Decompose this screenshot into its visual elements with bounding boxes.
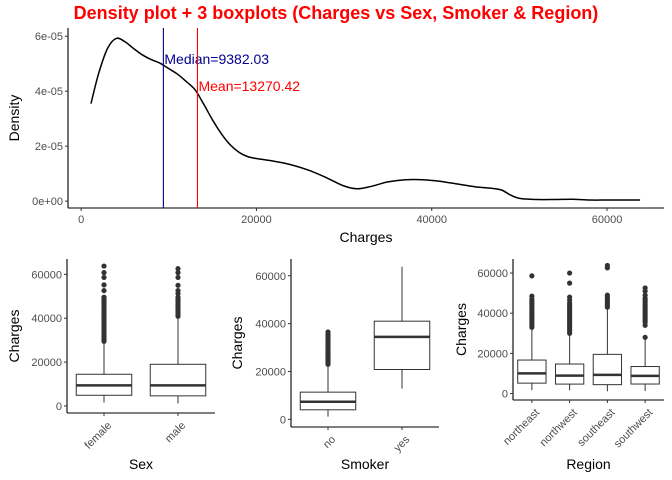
x-axis-title: Charges — [340, 229, 393, 245]
outlier-point — [175, 294, 181, 300]
outlier-point — [101, 274, 107, 281]
y-tick-label: 0 — [56, 401, 62, 413]
y-tick-label: 60000 — [477, 268, 508, 280]
y-tick-label: 0 — [280, 414, 286, 426]
y-tick-label: 6e-05 — [35, 31, 63, 43]
x-tick-label: no — [321, 434, 338, 451]
y-tick-label: 20000 — [255, 366, 286, 378]
box-male — [149, 363, 207, 397]
box-yes — [373, 320, 431, 371]
outlier-point — [175, 287, 181, 294]
x-axis-title: Sex — [129, 456, 153, 472]
x-axis-title: Region — [566, 456, 610, 472]
boxplot-sex: 0 20000 40000 60000 female male Sex Charges — [6, 259, 215, 472]
y-tick-label: 40000 — [477, 308, 508, 320]
outlier-point — [529, 273, 535, 279]
y-tick-label: 20000 — [477, 348, 508, 360]
x-tick-label: 20000 — [241, 214, 272, 226]
x-axis-title: Smoker — [341, 456, 390, 472]
outlier-point — [642, 334, 648, 340]
outlier-point — [325, 329, 331, 335]
x-tick-label: 60000 — [592, 214, 623, 226]
box-northwest — [554, 363, 585, 385]
outlier-point — [175, 266, 181, 272]
x-tick-label: northwest — [538, 407, 580, 449]
y-axis-title: Charges — [229, 317, 245, 370]
box-northeast — [517, 359, 547, 384]
y-tick-label: 40000 — [255, 319, 286, 331]
outlier-point — [101, 270, 107, 276]
outlier-point — [642, 285, 648, 291]
density-curve — [90, 37, 641, 201]
outlier-point — [175, 282, 181, 288]
x-tick-label: northeast — [501, 407, 542, 448]
y-tick-label: 0e+00 — [32, 196, 63, 208]
y-tick-label: 0 — [502, 389, 508, 401]
y-tick-label: 20000 — [31, 357, 62, 369]
outlier-point — [567, 280, 573, 286]
y-tick-label: 40000 — [31, 313, 62, 325]
y-tick-label: 2e-05 — [35, 141, 63, 153]
outlier-point — [604, 262, 610, 269]
outlier-point — [101, 287, 107, 294]
median-label: Median=9382.03 — [164, 51, 269, 67]
outlier-point — [642, 292, 648, 298]
outlier-point — [529, 293, 535, 299]
x-tick-label: southwest — [612, 407, 656, 451]
outlier-point — [101, 282, 107, 288]
x-tick-label: southeast — [575, 407, 617, 449]
mean-label: Mean=13270.42 — [198, 78, 300, 94]
y-axis-title: Charges — [453, 303, 469, 356]
y-tick-label: 60000 — [31, 269, 62, 281]
y-tick-label: 4e-05 — [35, 86, 63, 98]
x-tick-label: 40000 — [416, 214, 447, 226]
density-plot: 0e+00 2e-05 4e-05 6e-05 0 20000 40000 60000 Medi… — [6, 28, 664, 245]
box-southeast — [592, 353, 623, 386]
x-tick-label: female — [82, 420, 114, 452]
x-tick-label: yes — [392, 433, 413, 454]
outlier-point — [175, 270, 181, 276]
outlier-point — [101, 263, 107, 269]
outlier-point — [567, 270, 573, 276]
y-tick-label: 60000 — [255, 271, 286, 283]
x-tick-label: male — [163, 420, 188, 445]
y-axis-title: Charges — [6, 310, 22, 363]
y-axis-title: Density — [6, 95, 22, 142]
chart-title: Density plot + 3 boxplots (Charges vs Se… — [74, 3, 599, 23]
outlier-point — [567, 294, 573, 300]
boxplot-region: 0 20000 40000 60000 northeastnorthwestsouthe… — [453, 259, 664, 472]
outlier-point — [604, 292, 610, 298]
outlier-point — [175, 274, 181, 281]
x-tick-label: 0 — [78, 214, 84, 226]
outlier-point — [101, 294, 107, 300]
